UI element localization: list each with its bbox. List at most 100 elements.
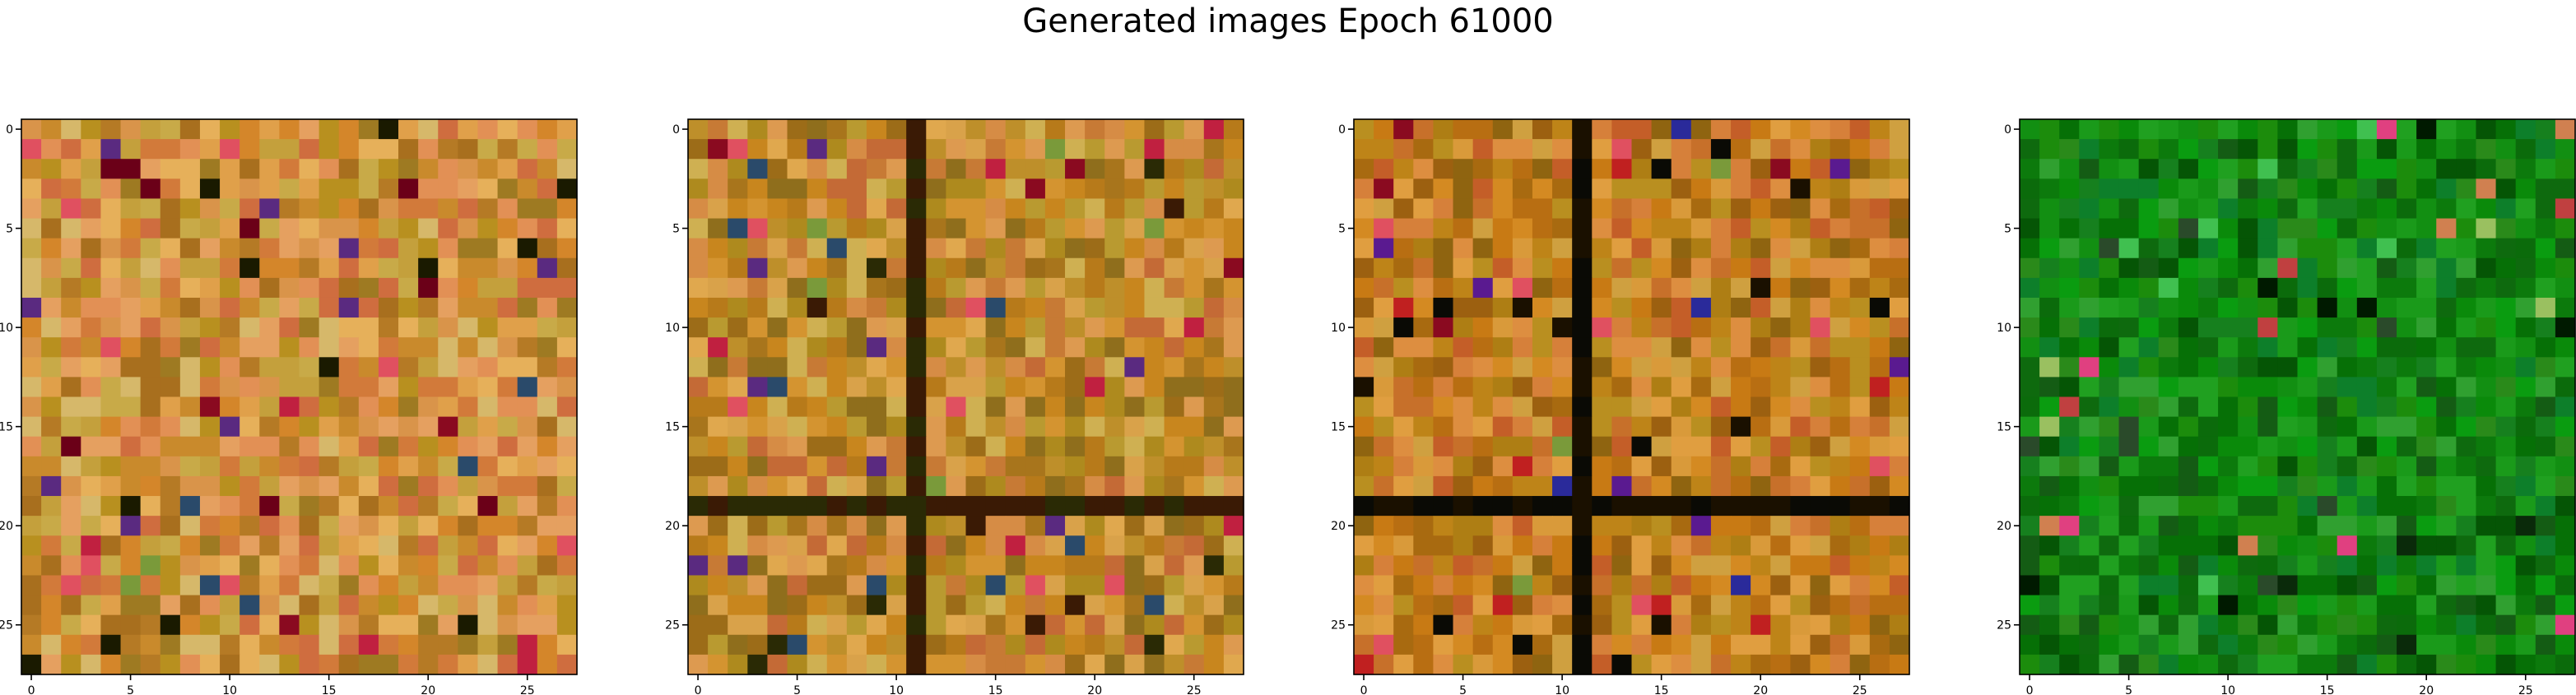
pixel-cell xyxy=(807,555,828,577)
pixel-cell xyxy=(1671,595,1692,616)
pixel-cell xyxy=(1770,139,1791,160)
pixel-cell xyxy=(1492,297,1514,318)
pixel-cell xyxy=(2079,575,2100,596)
pixel-cell xyxy=(1512,257,1533,279)
pixel-cell xyxy=(1144,396,1165,418)
pixel-cell xyxy=(537,396,558,418)
pixel-cell xyxy=(239,575,260,596)
pixel-cell xyxy=(2337,654,2358,675)
pixel-cell xyxy=(2416,337,2437,358)
pixel-cell xyxy=(1849,257,1871,279)
pixel-cell xyxy=(1472,516,1494,536)
pixel-cell xyxy=(1690,555,1712,577)
pixel-cell xyxy=(1413,634,1434,656)
pixel-cell xyxy=(1592,159,1612,179)
pixel-cell xyxy=(846,297,867,318)
pixel-cell xyxy=(140,496,161,517)
pixel-cell xyxy=(1790,535,1811,556)
pixel-cell xyxy=(1830,178,1851,200)
pixel-cell xyxy=(2356,119,2378,140)
pixel-cell xyxy=(1830,396,1851,418)
pixel-cell xyxy=(2397,257,2417,279)
pixel-cell xyxy=(747,337,769,358)
pixel-cell xyxy=(100,178,122,200)
pixel-cell xyxy=(1830,654,1851,675)
pixel-cell xyxy=(41,178,62,200)
pixel-cell xyxy=(1611,337,1633,358)
pixel-cell xyxy=(378,654,399,675)
pixel-cell xyxy=(378,634,399,656)
pixel-cell xyxy=(1044,198,1066,220)
pixel-cell xyxy=(1492,159,1514,179)
pixel-cell xyxy=(2397,238,2417,259)
pixel-cell xyxy=(2456,297,2477,318)
pixel-cell xyxy=(1223,119,1244,140)
pixel-cell xyxy=(807,337,828,358)
pixel-cell xyxy=(199,317,221,338)
pixel-cell xyxy=(1453,377,1474,398)
pixel-cell xyxy=(556,238,578,259)
pixel-cell xyxy=(1731,238,1751,259)
pixel-cell xyxy=(378,178,399,200)
pixel-cell xyxy=(21,456,42,477)
pixel-cell xyxy=(1710,555,1732,577)
pixel-cell xyxy=(946,634,967,656)
pixel-cell xyxy=(2416,317,2437,338)
pixel-cell xyxy=(2535,178,2556,200)
pixel-cell xyxy=(1790,416,1811,438)
pixel-cell xyxy=(81,654,102,675)
pixel-cell xyxy=(2456,396,2477,418)
pixel-cell xyxy=(1790,516,1811,536)
x-tick-label: 25 xyxy=(2518,684,2533,695)
pixel-cell xyxy=(2158,119,2179,140)
pixel-cell xyxy=(1869,475,1890,497)
pixel-cell xyxy=(1354,634,1374,656)
pixel-cell xyxy=(2397,634,2417,656)
pixel-cell xyxy=(1065,496,1086,517)
pixel-cell xyxy=(1393,416,1414,438)
pixel-cell xyxy=(1005,595,1026,616)
pixel-cell xyxy=(2039,218,2060,239)
pixel-cell xyxy=(1751,555,1771,577)
pixel-cell xyxy=(2138,456,2160,477)
pixel-cell xyxy=(319,416,340,438)
pixel-cell xyxy=(2397,218,2417,239)
pixel-cell xyxy=(1413,614,1434,636)
pixel-cell xyxy=(2277,416,2299,438)
pixel-cell xyxy=(985,595,1007,616)
pixel-cell xyxy=(1690,119,1712,140)
pixel-cell xyxy=(708,238,728,259)
pixel-cell xyxy=(985,238,1007,259)
pixel-cell xyxy=(338,595,360,616)
pixel-cell xyxy=(120,575,142,596)
pixel-cell xyxy=(2039,456,2060,477)
pixel-cell xyxy=(1124,396,1146,418)
pixel-cell xyxy=(787,317,808,338)
pixel-cell xyxy=(1710,257,1732,279)
pixel-cell xyxy=(279,317,300,338)
pixel-cell xyxy=(1869,436,1890,457)
pixel-cell xyxy=(41,198,62,220)
pixel-cell xyxy=(1651,377,1672,398)
x-tick-label: 20 xyxy=(1087,684,1102,695)
x-tick-label: 25 xyxy=(520,684,535,695)
pixel-cell xyxy=(1144,257,1165,279)
pixel-cell xyxy=(1552,496,1573,517)
pixel-cell xyxy=(299,654,320,675)
pixel-cell xyxy=(41,654,62,675)
pixel-cell xyxy=(2555,297,2576,318)
pixel-cell xyxy=(2138,337,2160,358)
pixel-cell xyxy=(926,475,946,497)
pixel-cell xyxy=(61,634,81,656)
pixel-cell xyxy=(1085,614,1105,636)
pixel-cell xyxy=(2178,297,2199,318)
pixel-cell xyxy=(2535,159,2556,179)
pixel-cell xyxy=(1651,297,1672,318)
y-tick-label: 20 xyxy=(665,520,680,533)
pixel-cell xyxy=(1223,218,1244,239)
pixel-cell xyxy=(1631,416,1653,438)
pixel-cell xyxy=(1572,159,1593,179)
pixel-cell xyxy=(458,456,479,477)
pixel-cell xyxy=(1849,575,1871,596)
y-tick-label: 0 xyxy=(2004,123,2011,137)
